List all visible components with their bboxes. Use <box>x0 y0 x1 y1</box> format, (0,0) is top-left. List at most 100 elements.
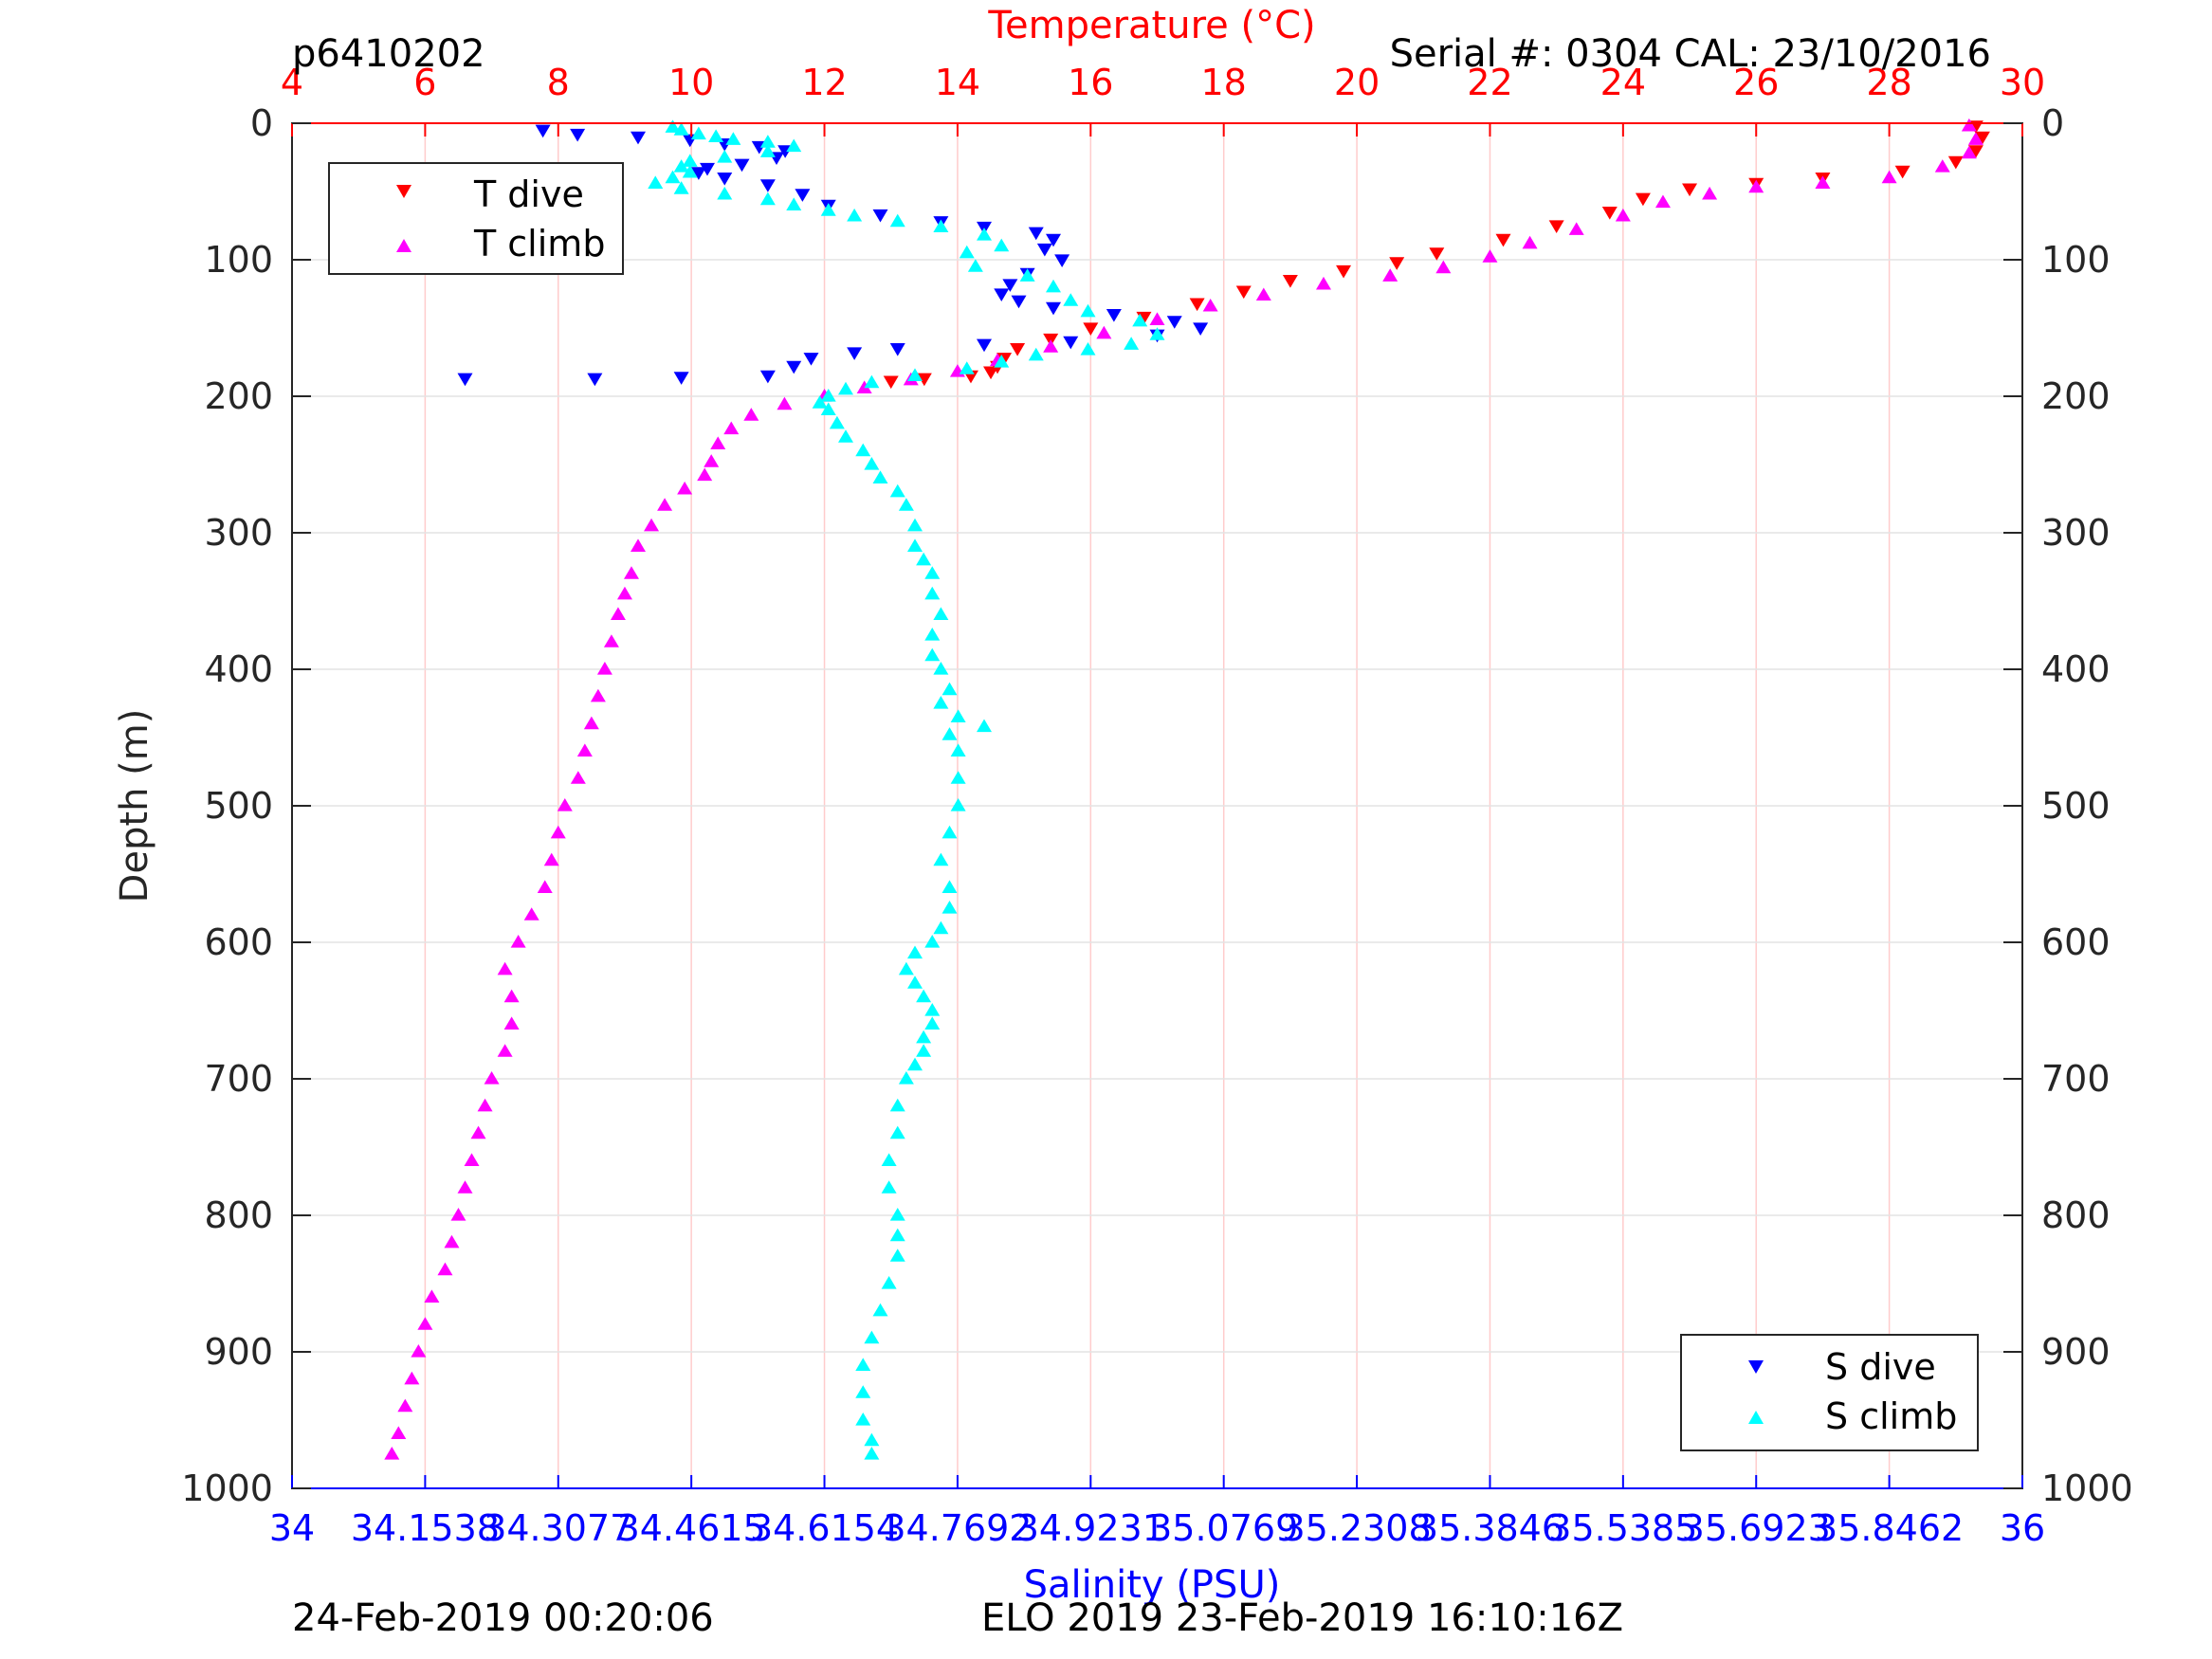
serial-info: Serial #: 0304 CAL: 23/10/2016 <box>1390 32 1991 76</box>
s-climb-point <box>847 208 863 222</box>
t-climb-point <box>543 852 559 866</box>
t-dive-point <box>1635 192 1651 207</box>
s-dive-point <box>994 288 1010 301</box>
s-dive-point <box>631 131 646 145</box>
t-climb-point <box>484 1071 500 1085</box>
s-climb-point <box>924 566 941 579</box>
t-climb-point <box>437 1262 453 1276</box>
s-climb-point <box>889 1125 905 1139</box>
temperature-tick-label: 4 <box>281 62 303 103</box>
t-climb-point <box>1149 312 1165 325</box>
t-climb-point <box>1615 208 1631 222</box>
s-climb-point <box>855 443 871 457</box>
s-climb-point <box>907 538 923 552</box>
s-climb-point <box>907 1057 923 1071</box>
s-climb-point <box>786 197 802 210</box>
t-climb-point <box>384 1447 400 1460</box>
s-climb-point <box>1080 342 1096 356</box>
t-climb-point <box>657 498 673 511</box>
s-climb-point <box>924 1016 941 1030</box>
t-dive-point <box>1894 165 1910 179</box>
t-dive-point <box>1189 298 1205 312</box>
depth-tick-label-right: 900 <box>2041 1331 2111 1373</box>
t-climb-point <box>1654 194 1671 209</box>
s-climb-point <box>673 181 689 194</box>
t-climb-point <box>596 662 612 675</box>
s-climb-point <box>673 122 689 136</box>
s-climb-point <box>682 154 698 167</box>
s-climb-point <box>855 1358 871 1371</box>
s-climb-point <box>898 961 914 975</box>
t-climb-point <box>464 1153 480 1166</box>
salinity-tick-label: 34.1538 <box>351 1507 500 1549</box>
t-climb-point <box>623 566 639 579</box>
t-climb-point <box>450 1208 466 1221</box>
t-climb-point <box>497 1044 513 1057</box>
s-climb-point <box>933 921 949 935</box>
s-climb-point <box>829 415 845 429</box>
salinity-tick-label: 35.2308 <box>1283 1507 1432 1549</box>
s-climb-point <box>838 429 853 443</box>
s-climb-point <box>950 798 966 811</box>
salinity-tick-label: 34.6154 <box>750 1507 899 1549</box>
s-dive-point <box>889 343 905 356</box>
s-climb-point <box>924 1003 941 1016</box>
t-climb-point <box>503 1016 520 1030</box>
s-climb-point <box>907 945 923 959</box>
s-climb-point <box>941 727 958 740</box>
s-climb-point <box>872 1303 888 1317</box>
s-dive-point <box>535 124 551 138</box>
t-climb-point <box>583 716 599 730</box>
s-dive-point <box>977 338 992 353</box>
s-climb-point <box>889 1208 905 1221</box>
t-climb-point <box>723 421 740 435</box>
temperature-tick-label: 14 <box>935 62 980 103</box>
depth-tick-label-right: 500 <box>2041 785 2111 827</box>
t-dive-point <box>1548 220 1564 233</box>
t-dive-legend-marker <box>396 185 411 198</box>
depth-tick-label-right: 100 <box>2041 239 2111 281</box>
temperature-tick-label: 20 <box>1334 62 1380 103</box>
s-dive-point <box>570 128 586 142</box>
s-dive-point <box>1063 336 1079 350</box>
s-climb-point <box>682 164 698 178</box>
salinity-axis-label: Salinity (PSU) <box>1024 1563 1281 1607</box>
t-dive-point <box>1389 257 1405 270</box>
t-dive-point <box>1336 264 1352 279</box>
s-dive-point <box>786 360 802 374</box>
s-dive-point <box>847 347 863 360</box>
salinity-legend-box <box>1680 1334 1979 1451</box>
s-climb-point <box>864 374 880 389</box>
s-dive-point <box>1106 309 1122 322</box>
t-climb-point <box>510 935 526 948</box>
t-climb-point <box>1568 222 1584 235</box>
t-climb-point <box>1043 339 1059 353</box>
t-climb-point <box>1382 268 1398 282</box>
t-dive-point <box>1282 275 1298 288</box>
t-climb-legend-label: T climb <box>473 223 605 264</box>
s-climb-point <box>864 1432 880 1447</box>
s-climb-point <box>820 402 836 415</box>
s-dive-point <box>1054 254 1070 267</box>
t-climb-point <box>1315 276 1331 290</box>
t-climb-point <box>631 538 646 552</box>
t-climb-point <box>777 396 793 410</box>
s-climb-point <box>959 361 975 374</box>
s-climb-point <box>933 219 949 233</box>
s-dive-point <box>1193 322 1209 336</box>
s-climb-point <box>864 457 880 470</box>
temperature-tick-label: 12 <box>801 62 847 103</box>
s-dive-point <box>1011 295 1027 309</box>
s-climb-legend-label: S climb <box>1825 1395 1957 1437</box>
salinity-tick-label: 35.8462 <box>1815 1507 1964 1549</box>
s-climb-point <box>759 135 776 148</box>
s-climb-point <box>898 498 914 511</box>
s-climb-point <box>933 852 949 866</box>
t-dive-point <box>1974 131 1990 145</box>
depth-tick-label-left: 400 <box>204 648 273 690</box>
depth-tick-label-right: 300 <box>2041 512 2111 554</box>
t-climb-point <box>1435 260 1452 274</box>
s-climb-point <box>898 1071 914 1085</box>
t-climb-point <box>550 825 566 839</box>
t-dive-point <box>1235 285 1252 300</box>
